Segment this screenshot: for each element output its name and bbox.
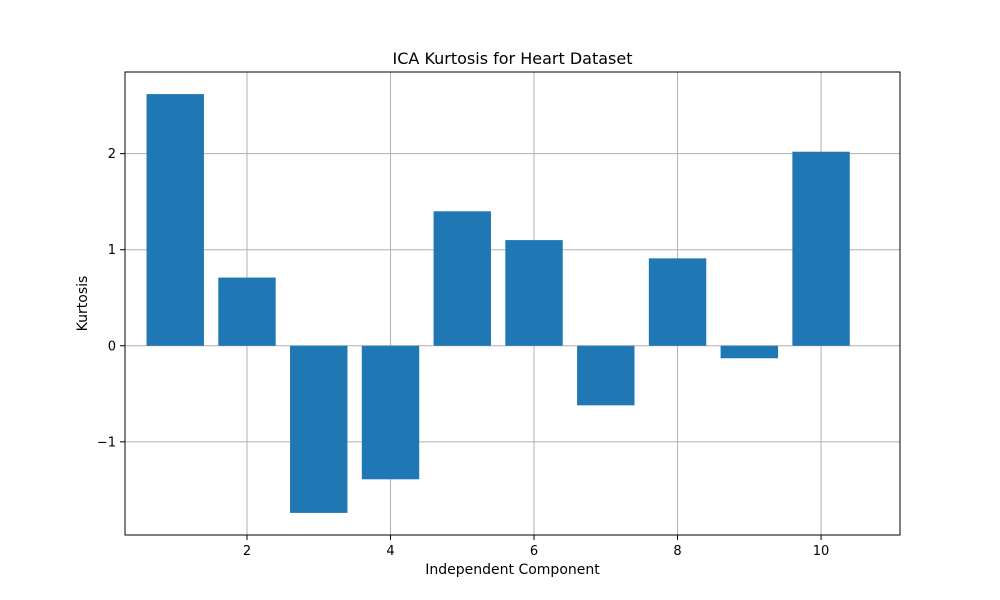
bar-component-1 bbox=[146, 94, 204, 346]
bars bbox=[146, 94, 850, 513]
bar-component-7 bbox=[577, 345, 635, 406]
axis-ticks bbox=[120, 153, 822, 540]
bar-component-4 bbox=[361, 345, 420, 480]
chart-title: ICA Kurtosis for Heart Dataset bbox=[393, 49, 633, 68]
axis-tick-labels: 2 4 6 8 10 −1 0 1 2 bbox=[97, 147, 830, 559]
bar-component-6 bbox=[505, 240, 563, 346]
bar-component-2 bbox=[218, 277, 276, 346]
plot-frame bbox=[124, 71, 901, 536]
x-tick-label: 8 bbox=[673, 544, 681, 559]
x-tick-label: 2 bbox=[243, 544, 251, 559]
y-tick-label: −1 bbox=[97, 435, 116, 450]
y-tick-label: 0 bbox=[108, 339, 116, 354]
y-axis-label: Kurtosis bbox=[75, 276, 91, 332]
x-tick-label: 4 bbox=[386, 544, 394, 559]
x-axis-label: Independent Component bbox=[425, 562, 600, 578]
bar-component-8 bbox=[648, 258, 707, 346]
bar-component-9 bbox=[720, 345, 779, 359]
y-tick-label: 1 bbox=[108, 243, 116, 258]
y-tick-label: 2 bbox=[108, 147, 116, 162]
bar-component-3 bbox=[290, 345, 348, 513]
x-tick-label: 6 bbox=[530, 544, 538, 559]
bar-component-10 bbox=[792, 151, 850, 346]
x-tick-label: 10 bbox=[813, 544, 830, 559]
bar-component-5 bbox=[433, 211, 491, 346]
